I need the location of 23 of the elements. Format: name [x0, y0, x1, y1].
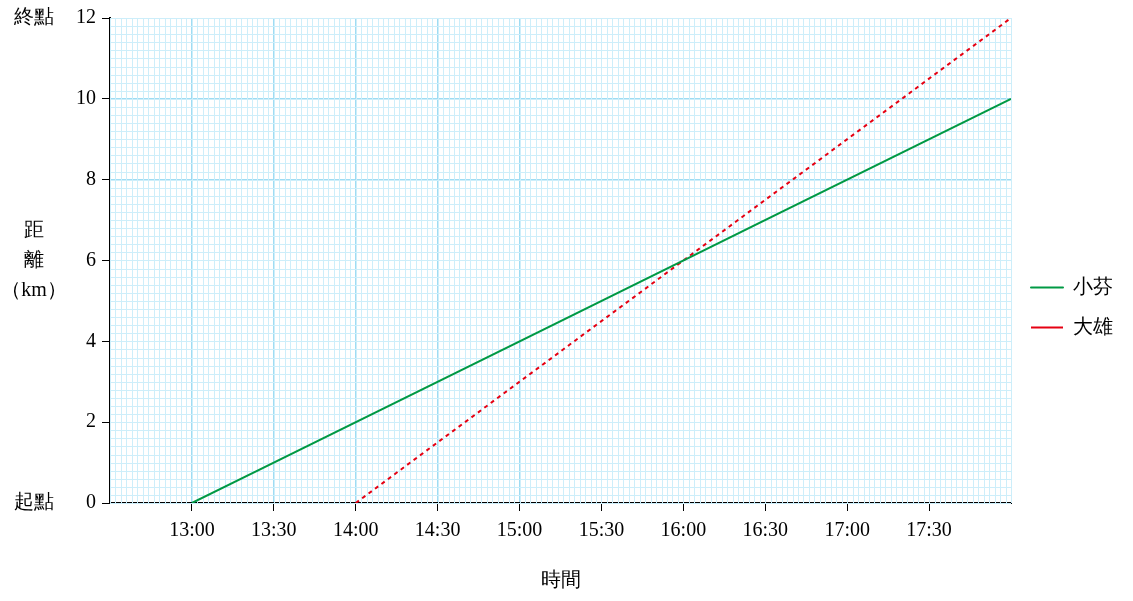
x-tick-label: 16:00	[660, 518, 707, 541]
x-axis-title: 時間	[540, 568, 581, 591]
x-tick-label: 16:30	[742, 518, 789, 541]
y-tick-label: 8	[86, 166, 96, 189]
x-tick-label: 14:00	[332, 518, 379, 541]
x-tick-label: 13:00	[169, 518, 215, 541]
y-tick-label: 0	[86, 490, 96, 513]
x-tick-label: 14:30	[414, 518, 461, 541]
x-tick-label: 15:30	[578, 518, 625, 541]
legend-label: 大雄	[1073, 314, 1113, 337]
x-tick-label: 17:30	[906, 518, 952, 541]
y-tick-label: 2	[86, 409, 96, 432]
text: 起點	[14, 490, 54, 513]
y-tick-label: 4	[86, 328, 96, 351]
x-tick-label: 15:00	[496, 518, 543, 541]
legend-label: 小芬	[1073, 274, 1113, 297]
y-tick-label: 10	[76, 86, 96, 109]
text: 終點	[13, 5, 54, 28]
y-tick-label: 6	[86, 247, 96, 270]
x-tick-label: 13:30	[251, 518, 297, 541]
x-tick-label: 17:00	[824, 518, 870, 541]
y-axis-title: 距離（km）	[1, 217, 67, 300]
y-tick-label: 12	[76, 5, 96, 28]
